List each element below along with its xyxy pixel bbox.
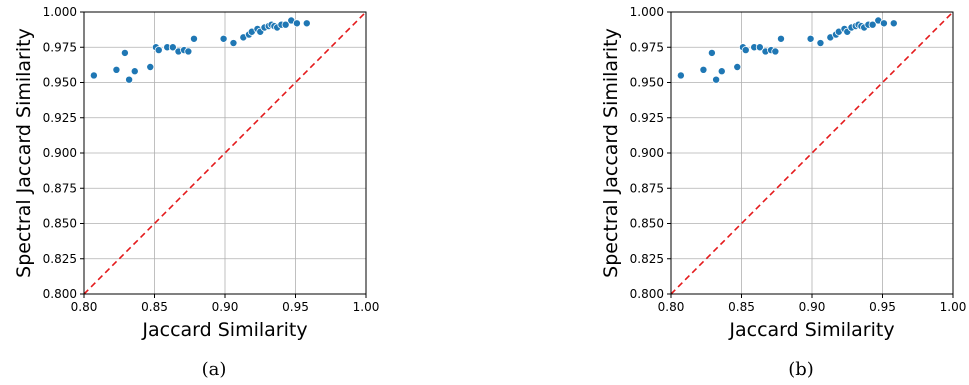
data-point: [717, 67, 726, 76]
x-tick-label: 0.80: [71, 300, 98, 314]
y-tick-label: 1.000: [630, 5, 664, 19]
scatter-panel-b: (b) 0.80 0.85 0.90 0.95 1.00 0.800 0.825 0.850 0…: [587, 0, 969, 385]
x-tick-label: 1.00: [940, 300, 967, 314]
x-axis-label: Jaccard Similarity: [728, 319, 894, 341]
data-point: [806, 34, 815, 43]
y-tick-label: 0.925: [43, 111, 77, 125]
x-tick-label: 0.95: [869, 300, 896, 314]
y-tick-label: 1.000: [43, 5, 77, 19]
x-tick-label: 0.90: [799, 300, 826, 314]
scatter-chart-a: (a) 0.80 0.85 0.90 0.95 1.00 0.800 0.825 0.850 0…: [13, 5, 380, 380]
y-tick-label: 0.825: [43, 252, 77, 266]
data-point: [184, 47, 193, 56]
y-tick-label: 0.950: [630, 76, 664, 90]
data-point: [889, 19, 898, 28]
data-point: [676, 71, 685, 80]
data-point: [168, 43, 177, 52]
data-point: [879, 19, 888, 28]
data-point: [229, 39, 238, 48]
x-tick-label: 0.95: [282, 300, 309, 314]
data-point: [125, 75, 134, 84]
y-tick-label: 0.950: [43, 76, 77, 90]
data-point: [219, 34, 228, 43]
y-tick-label: 0.825: [630, 252, 664, 266]
y-tick-label: 0.875: [43, 181, 77, 195]
data-point: [130, 67, 139, 76]
x-tick-label: 1.00: [353, 300, 380, 314]
y-tick-label: 0.975: [43, 40, 77, 54]
y-axis-label: Spectral Jaccard Similarity: [600, 28, 622, 278]
data-point: [816, 39, 825, 48]
y-tick-label: 0.800: [43, 287, 77, 301]
panel-caption: (b): [788, 359, 814, 380]
data-point: [89, 71, 98, 80]
diagonal-reference-line: [670, 11, 954, 295]
data-point: [281, 20, 290, 29]
data-point: [292, 19, 301, 28]
data-point: [741, 46, 750, 55]
data-point: [733, 62, 742, 71]
data-point: [699, 65, 708, 74]
data-point: [146, 62, 155, 71]
y-tick-label: 0.875: [630, 181, 664, 195]
data-point: [154, 46, 163, 55]
y-tick-label: 0.850: [630, 217, 664, 231]
y-tick-label: 0.900: [630, 146, 664, 160]
y-tick-label: 0.925: [630, 111, 664, 125]
data-point: [755, 43, 764, 52]
data-point: [868, 20, 877, 29]
x-tick-label: 0.80: [658, 300, 685, 314]
x-tick-label: 0.85: [141, 300, 168, 314]
y-tick-label: 0.975: [630, 40, 664, 54]
data-point: [776, 34, 785, 43]
x-axis-label: Jaccard Similarity: [141, 319, 307, 341]
data-point: [189, 34, 198, 43]
data-point: [771, 47, 780, 56]
data-point: [112, 65, 121, 74]
scatter-chart-b: (b) 0.80 0.85 0.90 0.95 1.00 0.800 0.825 0.850 0…: [600, 5, 967, 380]
y-tick-label: 0.900: [43, 146, 77, 160]
data-point: [707, 48, 716, 57]
data-point: [302, 19, 311, 28]
data-point: [712, 75, 721, 84]
data-point: [120, 48, 129, 57]
y-tick-label: 0.800: [630, 287, 664, 301]
diagonal-reference-line: [83, 11, 367, 295]
panel-caption: (a): [202, 359, 227, 380]
y-axis-label: Spectral Jaccard Similarity: [13, 28, 35, 278]
x-tick-label: 0.85: [728, 300, 755, 314]
scatter-panel-a: (a) 0.80 0.85 0.90 0.95 1.00 0.800 0.825 0.850 0…: [0, 0, 420, 385]
x-tick-label: 0.90: [212, 300, 239, 314]
y-tick-label: 0.850: [43, 217, 77, 231]
